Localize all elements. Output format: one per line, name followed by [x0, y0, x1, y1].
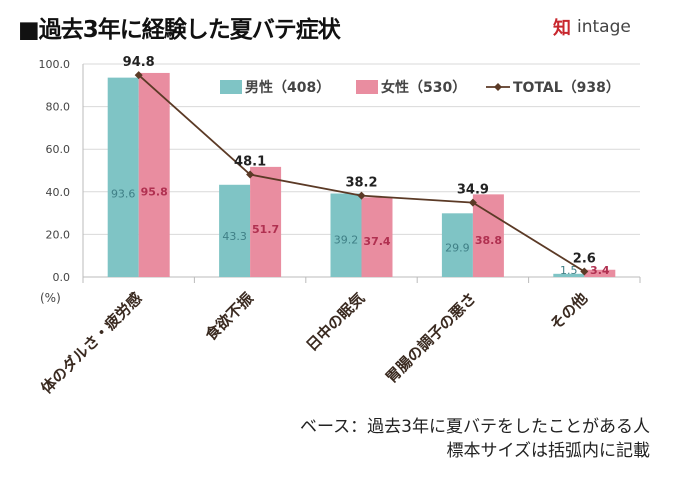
bar-female — [138, 72, 170, 277]
total-marker — [246, 170, 255, 179]
base-note-line1: ベース：過去3年に夏バテをしたことがある人 — [300, 417, 650, 437]
logo-word: intage — [577, 17, 631, 37]
category-label: 食欲不振 — [202, 289, 257, 344]
category-label: 日中の眠気 — [303, 289, 369, 355]
bar-female — [472, 194, 504, 277]
page-title: ■過去3年に経験した夏バテ症状 — [18, 17, 341, 43]
base-note: ベース：過去3年に夏バテをしたことがある人 標本サイズは括弧内に記載 — [300, 415, 650, 463]
bar-male — [553, 273, 585, 277]
data-label-total: 2.6 — [573, 251, 596, 266]
legend-marker-total — [494, 83, 502, 91]
y-tick-label: 40.0 — [46, 186, 71, 199]
y-tick-label: 80.0 — [46, 101, 71, 114]
y-tick-label: 0.0 — [53, 271, 71, 284]
category-label: その他 — [547, 289, 592, 334]
legend-swatch-female — [356, 80, 378, 94]
data-label-female: 37.4 — [363, 235, 390, 248]
bar-female — [361, 197, 393, 277]
total-marker — [468, 198, 477, 207]
data-label-female: 3.4 — [590, 264, 610, 277]
data-label-female: 95.8 — [141, 185, 168, 198]
y-tick-label: 20.0 — [46, 228, 71, 241]
total-marker — [580, 267, 589, 276]
data-label-total: 38.2 — [345, 176, 377, 191]
intage-logo: 知 intage — [553, 14, 631, 40]
bar-female — [250, 166, 282, 277]
data-label-female: 51.7 — [252, 223, 279, 236]
base-note-line2: 標本サイズは括弧内に記載 — [446, 441, 651, 461]
y-tick-label: 60.0 — [46, 143, 71, 156]
legend-swatch-male — [220, 80, 242, 94]
data-label-female: 38.8 — [475, 234, 502, 247]
data-label-male: 93.6 — [111, 187, 136, 200]
data-label-male: 39.2 — [334, 234, 359, 247]
category-label: 体のダルさ・疲労感 — [37, 289, 145, 397]
logo-mark: 知 — [553, 18, 571, 39]
bar-female — [584, 269, 616, 277]
legend-label: TOTAL（938） — [513, 80, 620, 96]
legend-label: 男性（408） — [245, 79, 330, 96]
bar-male — [330, 193, 362, 277]
y-axis-unit: (%) — [40, 291, 61, 305]
data-label-total: 48.1 — [234, 155, 266, 170]
data-label-male: 43.3 — [222, 230, 247, 243]
data-label-total: 94.8 — [123, 55, 155, 70]
data-label-total: 34.9 — [457, 183, 489, 198]
legend-label: 女性（530） — [381, 79, 466, 96]
data-label-male: 29.9 — [445, 242, 470, 255]
bar-male — [441, 213, 473, 277]
data-label-male: 1.5 — [560, 264, 578, 277]
bar-male — [219, 184, 251, 277]
bar-male — [107, 77, 139, 277]
total-marker — [357, 191, 366, 200]
total-marker — [134, 71, 143, 80]
y-tick-label: 100.0 — [39, 58, 71, 71]
category-label: 胃腸の調子の悪さ — [382, 289, 480, 387]
